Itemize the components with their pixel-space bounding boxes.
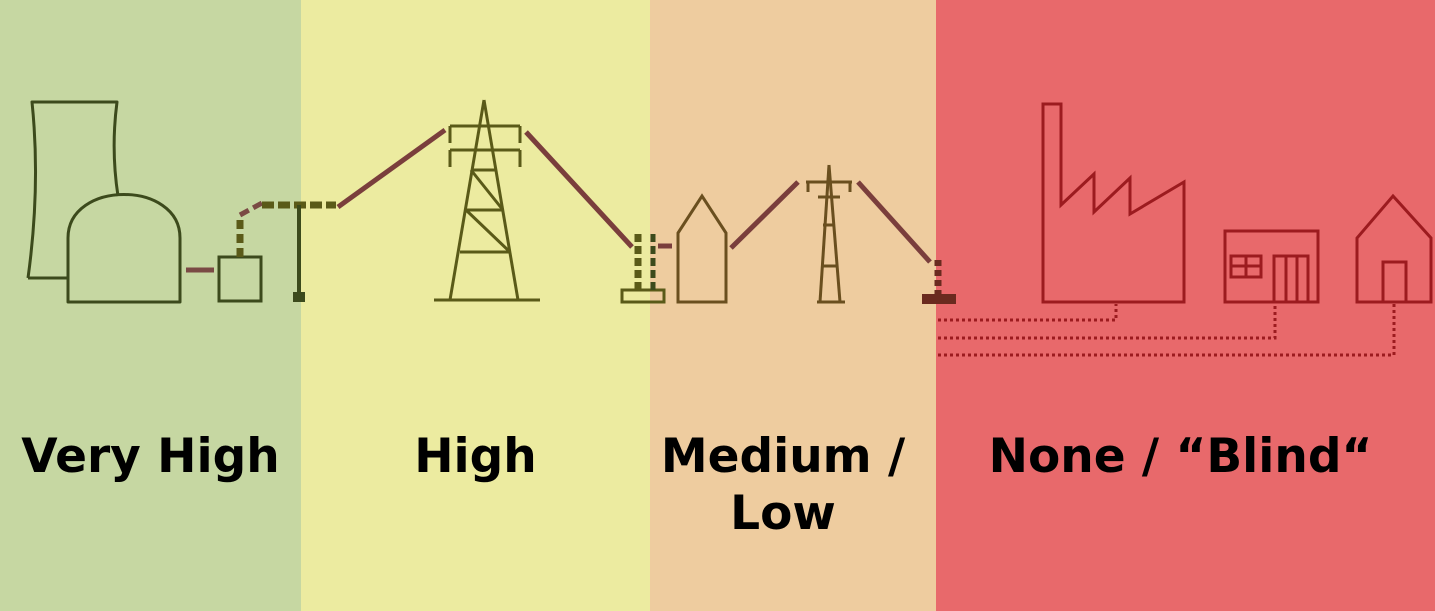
- band-label-high: High: [414, 429, 537, 484]
- band-none: None / “Blind“: [936, 0, 1435, 611]
- band-very-high: Very High: [0, 0, 301, 611]
- band-label-none: None / “Blind“: [988, 429, 1373, 484]
- band-label-very-high: Very High: [21, 429, 280, 484]
- band-high: High: [301, 0, 650, 611]
- band-medium-low: Medium / Low: [650, 0, 936, 611]
- band-label-medium-low: Medium / Low: [660, 429, 906, 541]
